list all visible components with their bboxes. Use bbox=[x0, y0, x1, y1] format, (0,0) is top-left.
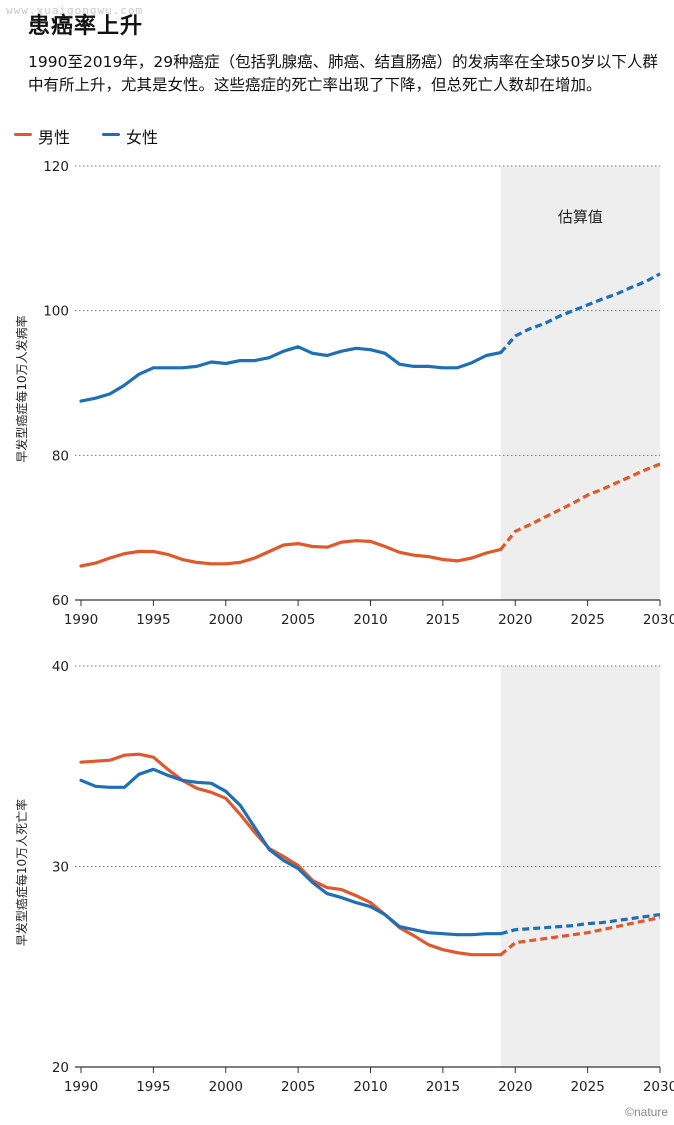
legend-label-male: 男性 bbox=[38, 128, 71, 147]
x-tick-label: 2025 bbox=[570, 1079, 604, 1095]
y-tick-label: 30 bbox=[52, 860, 69, 876]
y-tick-label: 100 bbox=[43, 304, 69, 320]
projection-line-female bbox=[500, 913, 661, 936]
chart-title: 患癌率上升 bbox=[28, 14, 144, 39]
x-tick-label: 2010 bbox=[353, 612, 387, 628]
x-tick-label: 2010 bbox=[353, 1079, 387, 1095]
series-line-female bbox=[79, 767, 503, 937]
projection-label: 估算值 bbox=[558, 208, 603, 226]
x-tick-label: 2015 bbox=[426, 612, 460, 628]
watermark: www.xuaigongwu.com bbox=[6, 4, 144, 17]
x-tick-label: 1995 bbox=[136, 1079, 170, 1095]
x-tick-label: 2030 bbox=[643, 1079, 674, 1095]
x-tick-label: 2005 bbox=[281, 1079, 315, 1095]
x-tick-label: 2015 bbox=[426, 1079, 460, 1095]
projection-region bbox=[500, 166, 660, 600]
projection-line-male bbox=[499, 916, 661, 956]
x-tick-label: 2005 bbox=[281, 612, 315, 628]
x-tick-label: 1990 bbox=[64, 1079, 98, 1095]
projection-line-male bbox=[499, 462, 661, 551]
projection-line-female bbox=[499, 272, 661, 354]
chart-subtitle: 1990至2019年，29种癌症（包括乳腺癌、肺癌、结直肠癌）的发病率在全球50… bbox=[28, 53, 658, 94]
x-tick-label: 2020 bbox=[498, 612, 532, 628]
x-tick-label: 2025 bbox=[570, 612, 604, 628]
legend: 男性 女性 bbox=[14, 124, 274, 147]
chart-panel-1: 估算值 60 80 100 120 1990 1995 2000 2005 2010 2015 202… bbox=[14, 159, 674, 628]
series-line-male bbox=[79, 539, 503, 568]
y-tick-label: 40 bbox=[52, 659, 69, 675]
y-axis-label: 早发型癌症每10万人死亡率 bbox=[14, 799, 29, 946]
x-tick-label: 2030 bbox=[643, 612, 674, 628]
x-tick-label: 1995 bbox=[136, 612, 170, 628]
x-tick-label: 2020 bbox=[498, 1079, 532, 1095]
legend-label-female: 女性 bbox=[126, 128, 159, 147]
y-tick-label: 20 bbox=[52, 1060, 69, 1076]
y-axis-label: 早发型癌症每10万人发病率 bbox=[14, 315, 29, 462]
series-line-male bbox=[79, 752, 503, 957]
y-tick-label: 120 bbox=[43, 159, 69, 175]
y-tick-label: 60 bbox=[52, 593, 69, 609]
y-tick-label: 80 bbox=[52, 448, 69, 464]
x-tick-label: 1990 bbox=[64, 612, 98, 628]
x-tick-label: 2000 bbox=[209, 1079, 243, 1095]
series-line-female bbox=[79, 345, 503, 403]
credit: ©nature bbox=[625, 1105, 668, 1119]
legend-swatch-male bbox=[14, 133, 32, 136]
legend-swatch-female bbox=[102, 133, 120, 136]
x-tick-label: 2000 bbox=[209, 612, 243, 628]
